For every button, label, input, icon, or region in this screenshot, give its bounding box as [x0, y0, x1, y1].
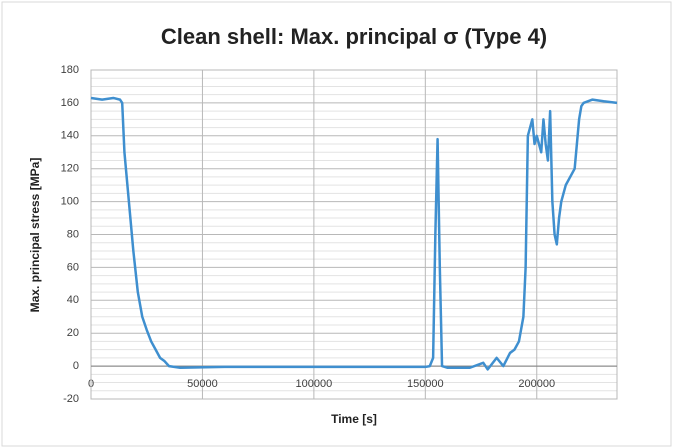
y-tick-label: 0: [73, 360, 79, 372]
y-axis-label: Max. principal stress [MPa]: [28, 158, 42, 313]
y-tick-label: 120: [61, 163, 79, 175]
y-tick-label: 100: [61, 196, 79, 208]
x-tick-label: 200000: [518, 378, 555, 390]
x-tick-label: 50000: [187, 378, 218, 390]
x-tick-label: 100000: [296, 378, 333, 390]
y-tick-label: 160: [61, 97, 79, 109]
y-tick-label: -20: [63, 393, 79, 405]
plot-area: [90, 69, 618, 400]
y-tick-label: 60: [67, 261, 79, 273]
x-tick-label: 150000: [407, 378, 444, 390]
y-tick-label: 180: [61, 64, 79, 76]
y-tick-label: 140: [61, 130, 79, 142]
y-tick-label: 40: [67, 294, 79, 306]
chart-title: Clean shell: Max. principal σ (Type 4): [161, 24, 547, 49]
y-tick-label: 80: [67, 228, 79, 240]
y-tick-label: 20: [67, 327, 79, 339]
data-line: [90, 96, 618, 371]
x-axis-label: Time [s]: [331, 412, 377, 426]
